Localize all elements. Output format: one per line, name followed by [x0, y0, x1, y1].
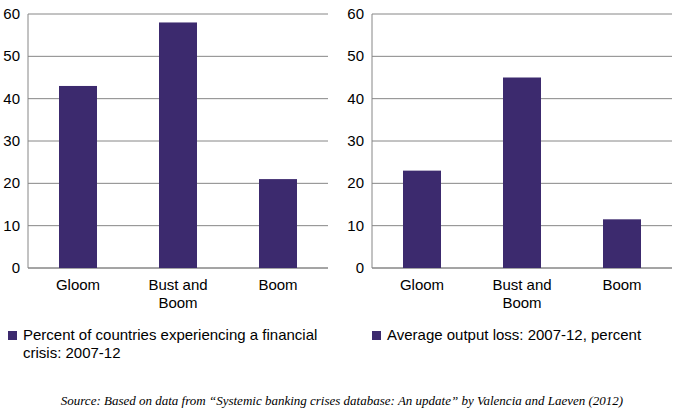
legend-label: Average output loss: 2007-12, percent — [387, 326, 642, 343]
y-tick-label: 50 — [3, 47, 20, 64]
y-tick-label: 0 — [12, 259, 20, 276]
y-tick-label: 40 — [347, 90, 364, 107]
y-axis-line — [372, 14, 373, 268]
x-tick-label: Bust andBoom — [148, 276, 207, 311]
y-tick-label: 0 — [356, 259, 364, 276]
grid-line — [372, 56, 672, 57]
y-tick-label: 10 — [347, 217, 364, 234]
legend-label: Percent of countries experiencing a fina… — [23, 326, 317, 361]
y-tick-label: 60 — [3, 5, 20, 22]
x-tick-label: Gloom — [400, 276, 444, 293]
bar — [159, 22, 197, 268]
bar — [59, 86, 97, 268]
chart-panel: 0 10 20 30 40 50 60 Gloom Bust andBoom Boom Percen… — [3, 5, 328, 361]
bar — [503, 78, 541, 269]
bar — [403, 171, 441, 268]
chart-panel: 0 10 20 30 40 50 60 Gloom Bust andBoom Boom Averag… — [347, 5, 672, 343]
source-note: Source: Based on data from “Systemic ban… — [61, 393, 623, 408]
y-tick-label: 50 — [347, 47, 364, 64]
y-axis-line — [28, 14, 29, 268]
grid-line — [372, 14, 672, 15]
y-tick-label: 20 — [3, 174, 20, 191]
bars — [403, 78, 641, 269]
y-tick-label: 30 — [347, 132, 364, 149]
y-tick-label: 10 — [3, 217, 20, 234]
legend-swatch — [372, 331, 381, 340]
y-tick-label: 30 — [3, 132, 20, 149]
bars — [59, 22, 297, 268]
bar — [259, 179, 297, 268]
x-tick-label: Bust andBoom — [492, 276, 551, 311]
bar — [603, 219, 641, 268]
y-tick-label: 60 — [347, 5, 364, 22]
y-tick-label: 40 — [3, 90, 20, 107]
x-tick-label: Boom — [258, 276, 297, 293]
grid-line — [28, 14, 328, 15]
legend-swatch — [8, 331, 17, 340]
chart-root: 0 10 20 30 40 50 60 Gloom Bust andBoom Boom Percen… — [0, 0, 685, 419]
x-tick-label: Boom — [602, 276, 641, 293]
y-tick-label: 20 — [347, 174, 364, 191]
x-tick-label: Gloom — [56, 276, 100, 293]
